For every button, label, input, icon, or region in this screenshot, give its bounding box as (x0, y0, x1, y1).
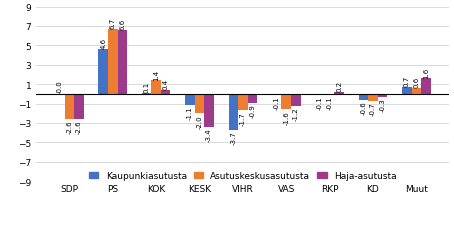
Bar (368, 94, 378, 101)
Text: 1.6: 1.6 (423, 67, 429, 78)
Bar (378, 94, 387, 97)
Bar (421, 79, 431, 94)
Bar (161, 91, 170, 94)
Text: -0.1: -0.1 (274, 96, 280, 110)
Text: -0.1: -0.1 (317, 96, 323, 110)
Bar (412, 89, 421, 94)
Bar (402, 88, 412, 94)
Text: -3.7: -3.7 (230, 131, 237, 145)
Text: -0.3: -0.3 (380, 98, 385, 112)
Text: -0.6: -0.6 (360, 101, 366, 115)
Bar (108, 30, 118, 94)
Bar (316, 94, 325, 96)
Text: 0.4: 0.4 (163, 79, 169, 90)
Text: -0.0: -0.0 (57, 80, 63, 94)
Bar (359, 94, 368, 100)
Text: -1.1: -1.1 (187, 106, 193, 120)
Bar (151, 81, 161, 94)
Text: -2.0: -2.0 (197, 115, 202, 128)
Text: 0.7: 0.7 (404, 76, 410, 87)
Bar (335, 92, 344, 94)
Bar (118, 31, 127, 94)
Bar (238, 94, 248, 111)
Text: -1.2: -1.2 (293, 107, 299, 120)
Bar (248, 94, 257, 103)
Bar (228, 94, 238, 130)
Bar (99, 50, 108, 94)
Bar (64, 94, 74, 120)
Text: -0.1: -0.1 (326, 96, 333, 110)
Bar (325, 94, 335, 96)
Text: -1.7: -1.7 (240, 112, 246, 125)
Bar (281, 94, 291, 110)
Text: -3.4: -3.4 (206, 128, 212, 142)
Text: 6.7: 6.7 (110, 18, 116, 29)
Text: -2.6: -2.6 (76, 120, 82, 134)
Bar (142, 93, 151, 94)
Text: -0.7: -0.7 (370, 102, 376, 116)
Bar (195, 94, 204, 114)
Legend: Kaupunkiasutusta, Asutuskeskusasutusta, Haja-asutusta: Kaupunkiasutusta, Asutuskeskusasutusta, … (89, 171, 396, 180)
Text: 0.1: 0.1 (143, 82, 150, 93)
Bar (74, 94, 84, 120)
Text: 0.2: 0.2 (336, 81, 342, 92)
Text: -2.6: -2.6 (66, 120, 72, 134)
Bar (291, 94, 301, 106)
Bar (185, 94, 195, 105)
Text: 1.4: 1.4 (153, 69, 159, 80)
Text: -0.9: -0.9 (249, 104, 256, 118)
Text: 6.6: 6.6 (119, 19, 125, 30)
Bar (204, 94, 214, 127)
Text: 0.6: 0.6 (414, 77, 419, 88)
Bar (272, 94, 281, 96)
Text: -1.6: -1.6 (283, 111, 289, 124)
Text: 4.6: 4.6 (100, 38, 106, 49)
